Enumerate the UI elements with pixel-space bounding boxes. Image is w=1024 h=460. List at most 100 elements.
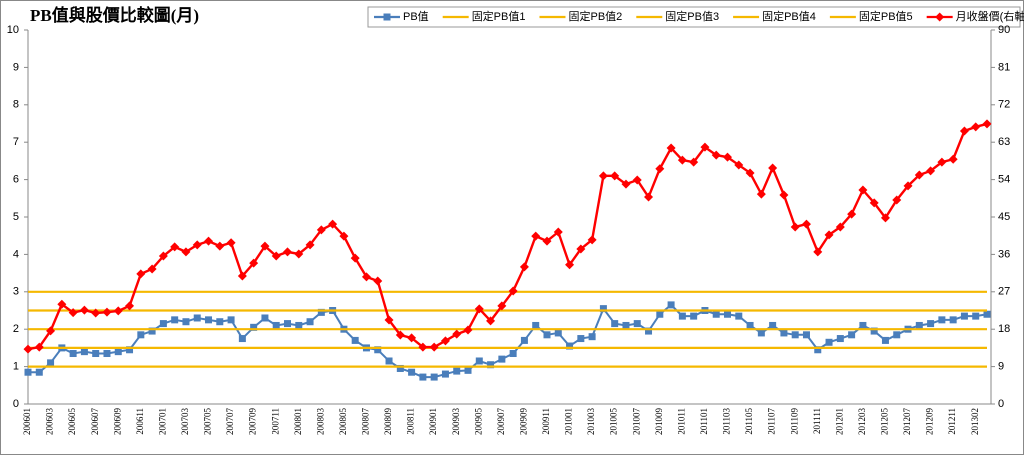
x-tick-label: 200909 <box>518 408 528 436</box>
data-point <box>892 195 902 205</box>
data-point <box>791 331 799 339</box>
data-point <box>68 308 78 318</box>
data-point <box>193 314 201 322</box>
legend-label: 月收盤價(右軸) <box>956 9 1024 23</box>
y2-tick-label: 36 <box>998 248 1010 260</box>
data-point <box>261 314 269 322</box>
data-point <box>735 312 743 320</box>
y-tick-label: 7 <box>13 136 19 148</box>
data-point <box>632 175 642 185</box>
data-point <box>588 333 596 341</box>
data-point <box>113 306 123 316</box>
y-tick-label: 5 <box>13 211 19 223</box>
data-point <box>125 301 135 311</box>
data-point <box>633 320 641 328</box>
data-point <box>949 316 957 324</box>
data-point <box>508 286 518 296</box>
x-tick-label: 200603 <box>45 408 55 436</box>
data-point <box>46 326 56 336</box>
x-tick-label: 200703 <box>180 408 190 436</box>
x-tick-label: 200811 <box>406 408 416 435</box>
x-tick-label: 201205 <box>880 408 890 436</box>
data-point <box>937 157 947 167</box>
y2-tick-label: 9 <box>998 361 1004 373</box>
data-point <box>463 325 473 335</box>
data-point <box>972 312 980 320</box>
data-point <box>283 320 291 328</box>
legend-label: PB值 <box>403 10 429 23</box>
y-tick-label: 6 <box>13 174 19 186</box>
x-tick-label: 200809 <box>383 408 393 436</box>
x-tick-label: 200705 <box>203 408 213 436</box>
data-point <box>621 179 631 189</box>
data-point <box>216 318 224 326</box>
x-tick-label: 201011 <box>676 408 686 435</box>
data-point <box>779 190 789 200</box>
data-point <box>801 219 811 229</box>
data-point <box>385 357 393 365</box>
data-point <box>498 355 506 363</box>
data-point <box>768 163 778 173</box>
legend-label: 固定PB值4 <box>762 9 816 23</box>
data-point <box>306 318 314 326</box>
x-tick-label: 200807 <box>361 408 371 436</box>
data-point <box>35 368 43 376</box>
data-point <box>814 346 822 354</box>
x-tick-label: 201009 <box>654 408 664 436</box>
data-point <box>171 316 179 324</box>
x-tick-label: 201105 <box>744 408 754 435</box>
data-point <box>408 368 416 376</box>
data-point <box>711 150 721 160</box>
data-point <box>645 327 653 335</box>
x-tick-label: 200911 <box>541 408 551 435</box>
data-point <box>824 230 834 240</box>
data-point <box>271 251 281 261</box>
data-point <box>869 198 879 208</box>
data-point <box>92 350 100 358</box>
data-point <box>712 310 720 318</box>
data-point <box>182 318 190 326</box>
data-point <box>295 321 303 329</box>
data-point <box>249 258 259 268</box>
data-point <box>328 219 338 229</box>
data-point <box>250 323 258 331</box>
data-point <box>971 122 981 132</box>
data-point <box>305 240 315 250</box>
data-point <box>666 143 676 153</box>
legend-marker <box>935 12 945 22</box>
x-tick-label: 200805 <box>338 408 348 436</box>
legend-label: 固定PB值2 <box>568 9 622 23</box>
data-point <box>587 235 597 245</box>
x-tick-label: 201007 <box>631 408 641 436</box>
data-point <box>474 304 484 314</box>
data-point <box>373 276 383 286</box>
data-point <box>136 269 146 279</box>
x-tick-label: 200907 <box>496 408 506 436</box>
y2-tick-label: 72 <box>998 99 1010 111</box>
y2-tick-label: 27 <box>998 286 1010 298</box>
data-point <box>407 333 417 343</box>
x-tick-label: 201111 <box>812 408 822 434</box>
data-point <box>226 238 236 248</box>
data-point <box>790 222 800 232</box>
data-point <box>757 329 765 337</box>
data-point <box>565 260 575 270</box>
legend-box <box>367 6 1021 28</box>
x-tick-label: 200901 <box>428 408 438 435</box>
data-point <box>678 312 686 320</box>
data-point <box>316 225 326 235</box>
data-point <box>34 342 44 352</box>
data-point <box>192 240 202 250</box>
x-tick-label: 201003 <box>586 408 596 436</box>
x-tick-label: 200903 <box>451 408 461 436</box>
legend-label: 固定PB值1 <box>472 9 526 23</box>
data-point <box>396 364 404 372</box>
x-tick-label: 200607 <box>90 408 100 436</box>
data-point <box>927 320 935 328</box>
data-point <box>497 301 507 311</box>
x-tick-label: 201107 <box>767 408 777 435</box>
data-point <box>520 336 528 344</box>
data-point <box>960 312 968 320</box>
data-point <box>769 321 777 329</box>
data-point <box>350 253 360 263</box>
